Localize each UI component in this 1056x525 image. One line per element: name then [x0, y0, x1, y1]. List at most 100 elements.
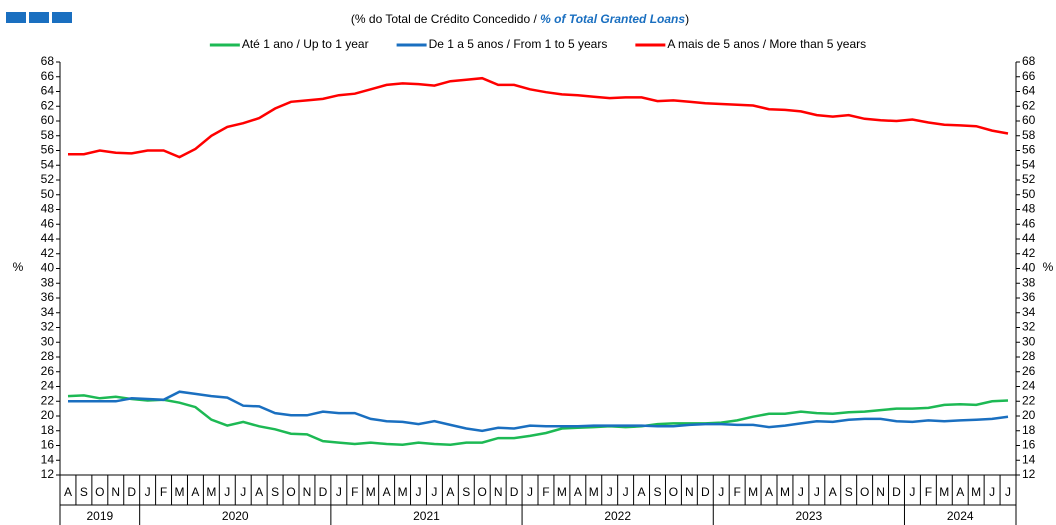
y2-tick-label: 22 [1022, 393, 1036, 407]
year-label: 2022 [604, 509, 631, 523]
x-tick-label: F [351, 485, 358, 499]
y-tick-label: 50 [41, 187, 55, 201]
x-tick-label: S [653, 485, 661, 499]
y-tick-label: 30 [41, 334, 55, 348]
y-tick-label: 18 [41, 423, 55, 437]
series-line [67, 394, 1009, 447]
y2-tick-label: 40 [1022, 261, 1036, 275]
y2-tick-label: 18 [1022, 423, 1036, 437]
y-tick-label: 54 [41, 157, 55, 171]
year-label: 2023 [796, 509, 823, 523]
title-pt: (% do Total de Crédito Concedido / [351, 12, 540, 26]
y-tick-label: 48 [41, 202, 55, 216]
chart-title: (% do Total de Crédito Concedido / % of … [351, 12, 689, 26]
legend-label: De 1 a 5 anos / From 1 to 5 years [429, 37, 608, 51]
x-tick-label: N [303, 485, 312, 499]
y2-tick-label: 42 [1022, 246, 1036, 260]
x-tick-label: M [748, 485, 758, 499]
series-line [68, 390, 1009, 433]
x-tick-label: O [860, 485, 869, 499]
x-tick-label: M [589, 485, 599, 499]
y-tick-label: 58 [41, 128, 55, 142]
y2-tick-label: 62 [1022, 98, 1036, 112]
y-tick-label: 56 [41, 143, 55, 157]
x-tick-label: J [909, 485, 915, 499]
y2-tick-label: 56 [1022, 143, 1036, 157]
x-tick-label: M [398, 485, 408, 499]
x-tick-label: N [685, 485, 694, 499]
y2-tick-label: 44 [1022, 231, 1036, 245]
x-tick-label: M [780, 485, 790, 499]
logo-block [29, 12, 49, 23]
x-tick-label: J [623, 485, 629, 499]
x-tick-label: J [1005, 485, 1011, 499]
logo-block [6, 12, 26, 23]
x-tick-label: O [669, 485, 678, 499]
x-tick-label: D [701, 485, 710, 499]
x-tick-label: J [336, 485, 342, 499]
x-tick-label: F [542, 485, 549, 499]
x-tick-label: A [638, 485, 646, 499]
x-tick-label: J [718, 485, 724, 499]
y-tick-label: 38 [41, 275, 55, 289]
y2-tick-label: 66 [1022, 69, 1036, 83]
y2-tick-label: 64 [1022, 84, 1036, 98]
x-tick-label: J [145, 485, 151, 499]
x-tick-label: F [925, 485, 932, 499]
y-tick-label: 24 [41, 379, 55, 393]
x-tick-label: S [80, 485, 88, 499]
y-tick-label: 42 [41, 246, 55, 260]
series-line [68, 76, 1009, 159]
y2-tick-label: 52 [1022, 172, 1036, 186]
x-tick-label: M [175, 485, 185, 499]
x-tick-label: S [271, 485, 279, 499]
x-tick-label: A [574, 485, 582, 499]
y-tick-label: 52 [41, 172, 55, 186]
y2-tick-label: 36 [1022, 290, 1036, 304]
x-tick-label: O [478, 485, 487, 499]
y2-tick-label: 12 [1022, 467, 1036, 481]
x-tick-label: J [240, 485, 246, 499]
y-tick-label: 34 [41, 305, 55, 319]
x-tick-label: D [510, 485, 519, 499]
x-tick-label: J [416, 485, 422, 499]
y2-tick-label: 26 [1022, 364, 1036, 378]
x-tick-label: J [431, 485, 437, 499]
y2-tick-label: 34 [1022, 305, 1036, 319]
y-tick-label: 44 [41, 231, 55, 245]
y-tick-label: 26 [41, 364, 55, 378]
y2-tick-label: 68 [1022, 54, 1036, 68]
logo-block [52, 12, 72, 23]
y-tick-label: 60 [41, 113, 55, 127]
x-tick-label: A [64, 485, 72, 499]
y-tick-label: 12 [41, 467, 55, 481]
y-tick-label: 22 [41, 393, 55, 407]
year-label: 2020 [222, 509, 249, 523]
x-tick-label: S [462, 485, 470, 499]
x-tick-label: A [191, 485, 199, 499]
title-end: ) [685, 12, 689, 26]
y2-tick-label: 60 [1022, 113, 1036, 127]
x-tick-label: F [160, 485, 167, 499]
y2-tick-label: 58 [1022, 128, 1036, 142]
y2-tick-label: 38 [1022, 275, 1036, 289]
x-tick-label: D [127, 485, 136, 499]
year-label: 2019 [86, 509, 113, 523]
x-tick-label: J [798, 485, 804, 499]
y2-tick-label: 28 [1022, 349, 1036, 363]
x-tick-label: S [845, 485, 853, 499]
y2-tick-label: 20 [1022, 408, 1036, 422]
x-tick-label: J [814, 485, 820, 499]
y2-tick-label: 16 [1022, 438, 1036, 452]
y2-tick-label: 24 [1022, 379, 1036, 393]
y2-tick-label: 50 [1022, 187, 1036, 201]
x-tick-label: N [111, 485, 120, 499]
x-tick-label: A [255, 485, 263, 499]
year-label: 2021 [413, 509, 440, 523]
title-en: % of Total Granted Loans [540, 12, 685, 26]
x-tick-label: A [446, 485, 454, 499]
x-tick-label: A [829, 485, 837, 499]
y-tick-label: 32 [41, 320, 55, 334]
x-tick-label: J [989, 485, 995, 499]
y-tick-label: 66 [41, 69, 55, 83]
